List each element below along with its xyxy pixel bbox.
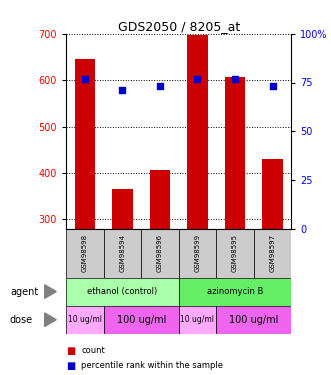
Bar	[66, 306, 104, 334]
Point	[270, 83, 275, 89]
Text: 10 ug/ml: 10 ug/ml	[68, 315, 102, 324]
Bar	[254, 229, 291, 278]
Bar	[66, 278, 179, 306]
Bar	[104, 229, 141, 278]
Text: GSM98595: GSM98595	[232, 234, 238, 272]
Text: 100 ug/ml: 100 ug/ml	[117, 315, 166, 325]
Text: dose: dose	[10, 315, 33, 325]
Bar	[112, 189, 133, 229]
Text: percentile rank within the sample: percentile rank within the sample	[81, 361, 223, 370]
Bar	[179, 278, 291, 306]
Text: GSM98599: GSM98599	[195, 234, 201, 272]
Bar	[66, 229, 104, 278]
Title: GDS2050 / 8205_at: GDS2050 / 8205_at	[118, 20, 240, 33]
Text: agent: agent	[10, 286, 38, 297]
Text: 10 ug/ml: 10 ug/ml	[180, 315, 214, 324]
Point	[232, 76, 238, 82]
Bar	[225, 77, 245, 229]
Text: count: count	[81, 346, 105, 355]
Text: ■: ■	[66, 346, 75, 355]
Bar	[216, 229, 254, 278]
Text: GSM98598: GSM98598	[82, 234, 88, 272]
Bar	[75, 59, 95, 229]
Text: GSM98594: GSM98594	[119, 234, 125, 272]
Bar	[179, 306, 216, 334]
Bar	[104, 306, 179, 334]
Point	[195, 76, 200, 82]
Text: ethanol (control): ethanol (control)	[87, 287, 158, 296]
Bar	[262, 159, 283, 229]
Point	[157, 83, 163, 89]
Bar	[141, 229, 179, 278]
Text: GSM98597: GSM98597	[269, 234, 275, 272]
Bar	[179, 229, 216, 278]
Bar	[150, 170, 170, 229]
Text: azinomycin B: azinomycin B	[207, 287, 263, 296]
Point	[120, 87, 125, 93]
Bar	[187, 35, 208, 229]
Text: GSM98596: GSM98596	[157, 234, 163, 272]
Text: 100 ug/ml: 100 ug/ml	[229, 315, 278, 325]
Bar	[216, 306, 291, 334]
Text: ■: ■	[66, 361, 75, 370]
Point	[82, 76, 88, 82]
